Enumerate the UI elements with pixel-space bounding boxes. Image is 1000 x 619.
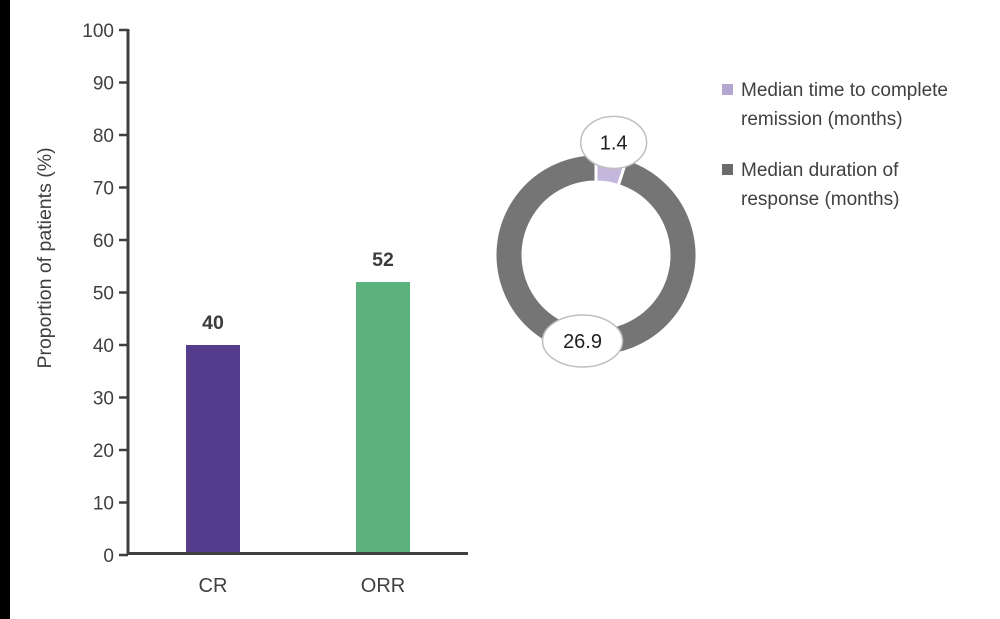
bar-CR [186, 345, 240, 554]
y-axis-tick-label: 20 [93, 441, 114, 462]
donut-callout-0 [579, 115, 648, 170]
legend-label-line: response (months) [741, 189, 900, 210]
left-edge-strip [0, 0, 10, 619]
legend-label: Median time to complete remission (month… [741, 76, 948, 134]
legend-item-median-duration-of-response: Median duration of response (months) [722, 156, 990, 214]
legend-label: Median duration of response (months) [741, 156, 899, 214]
y-axis-tick-label: 100 [82, 21, 114, 42]
bar-value-label: 40 [202, 312, 224, 334]
y-axis-tick-label: 10 [93, 494, 114, 515]
y-axis-title: Proportion of patients (%) [34, 147, 56, 368]
donut-segment-1 [493, 152, 699, 358]
legend-swatch-gray-icon [722, 164, 733, 175]
x-axis-category-label: CR [199, 575, 228, 597]
bar-value-label: 52 [372, 249, 394, 271]
legend-item-median-time-to-complete-remission: Median time to complete remission (month… [722, 76, 990, 134]
legend-swatch-purple-icon [722, 84, 733, 95]
y-axis-tick-label: 60 [93, 231, 114, 252]
y-axis-tick-label: 30 [93, 389, 114, 410]
legend-label-line: Median duration of [741, 160, 899, 181]
chart-legend: Median time to complete remission (month… [722, 76, 990, 236]
y-axis-tick-label: 40 [93, 336, 114, 357]
x-axis-category-label: ORR [361, 575, 405, 597]
legend-label-line: remission (months) [741, 109, 903, 130]
donut-callout-value: 1.4 [600, 132, 628, 154]
y-axis-tick-label: 0 [103, 546, 114, 567]
y-axis-tick-label: 50 [93, 284, 114, 305]
y-axis-tick-label: 70 [93, 179, 114, 200]
bar-ORR [356, 282, 410, 554]
legend-label-line: Median time to complete [741, 80, 948, 101]
donut-callout-1 [541, 314, 624, 368]
donut-callout-value: 26.9 [563, 331, 602, 353]
y-axis-tick-label: 90 [93, 74, 114, 95]
y-axis-tick-label: 80 [93, 126, 114, 147]
